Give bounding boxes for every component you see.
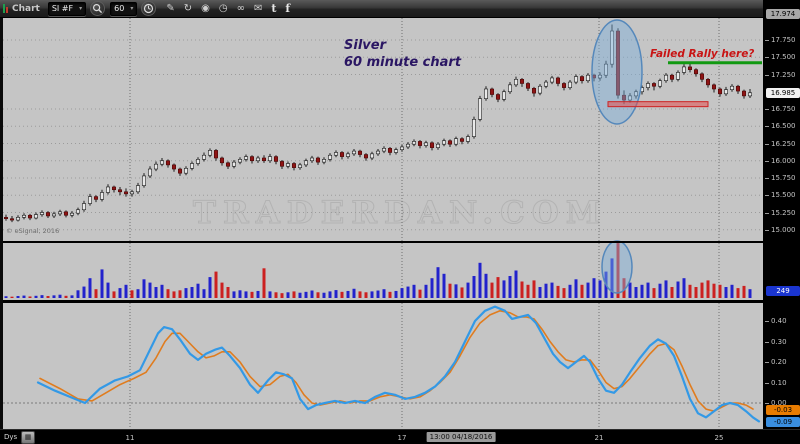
time-axis-label: 25 bbox=[714, 434, 724, 442]
annotation-symbol-title[interactable]: Silver 60 minute chart bbox=[344, 37, 461, 71]
price-axis-label: 16.000 bbox=[765, 156, 796, 165]
price-axis-label: 17.750 bbox=[765, 36, 796, 44]
price-axis-label: 16.250 bbox=[765, 139, 796, 148]
last-volume-box: 249 bbox=[766, 286, 800, 296]
pane-separator[interactable] bbox=[0, 300, 763, 303]
toolbar-icon-group: ✎ ↻ ◉ ◷ ∞ ✉ t f bbox=[166, 1, 291, 15]
price-axis-label: 15.750 bbox=[765, 174, 796, 182]
price-axis-label: 16.750 bbox=[765, 105, 796, 113]
time-unit-icon[interactable]: ▦ bbox=[21, 431, 35, 444]
chevron-down-icon[interactable]: ▾ bbox=[130, 5, 134, 12]
osc-axis-label: 0.20 bbox=[765, 358, 787, 366]
osc-orange-value-box: -0.03 bbox=[766, 405, 800, 416]
annotation-title-line1: Silver bbox=[344, 38, 386, 53]
window-title: Chart bbox=[12, 3, 40, 14]
interval-input[interactable]: 60 ▾ bbox=[110, 1, 138, 16]
history-icon[interactable]: ◷ bbox=[218, 2, 228, 14]
osc-axis-label: 0.10 bbox=[765, 378, 787, 387]
last-price-box: 16.985 bbox=[766, 87, 800, 98]
osc-axis-label: 0.40 bbox=[765, 317, 787, 325]
symbol-search-button[interactable] bbox=[90, 1, 106, 16]
watermark: TRADERDAN.COM bbox=[192, 195, 608, 232]
link-icon[interactable]: ∞ bbox=[236, 2, 245, 14]
price-axis-label: 15.000 bbox=[765, 225, 796, 234]
record-icon[interactable]: ◉ bbox=[201, 2, 210, 14]
time-axis-label: 17 bbox=[397, 434, 407, 442]
search-icon bbox=[93, 3, 103, 14]
chart-window-icon bbox=[3, 4, 8, 13]
time-template-button[interactable] bbox=[141, 1, 157, 16]
time-axis-label: 21 bbox=[594, 434, 604, 442]
price-axis-label: 17.250 bbox=[765, 70, 796, 79]
price-axis-label: 15.500 bbox=[765, 191, 796, 200]
pencil-icon[interactable]: ✎ bbox=[166, 2, 175, 14]
toolbar: Chart SI #F ▾ 60 ▾ ✎ ↻ ◉ ◷ ∞ ✉ t f bbox=[0, 0, 763, 18]
interval-value: 60 bbox=[114, 4, 125, 13]
price-axis-label: 17.500 bbox=[765, 53, 796, 62]
symbol-value: SI #F bbox=[51, 4, 74, 13]
session-high-box: 17.974 bbox=[766, 9, 800, 19]
price-axis[interactable]: 17.750 17.500 17.250 16.750 16.500 16.250 16.0… bbox=[763, 0, 800, 429]
price-axis-label: 15.250 bbox=[765, 208, 796, 217]
twitter-icon[interactable]: t bbox=[271, 1, 277, 15]
price-axis-label: 16.500 bbox=[765, 122, 796, 131]
time-axis-label: 11 bbox=[125, 434, 135, 442]
time-unit-label: Dys bbox=[4, 433, 18, 441]
chat-icon[interactable]: ✉ bbox=[253, 2, 263, 14]
copyright-label: © eSignal, 2016 bbox=[6, 227, 60, 235]
osc-blue-value-box: -0.09 bbox=[766, 417, 800, 428]
annotation-failed-rally[interactable]: Failed Rally here? bbox=[650, 48, 755, 60]
time-axis[interactable]: Dys ▦ 11 17 21 25 13:00 04/18/2016 bbox=[0, 429, 800, 444]
facebook-icon[interactable]: f bbox=[285, 1, 291, 15]
osc-axis-label: 0.30 bbox=[765, 337, 787, 346]
window-left-border bbox=[0, 17, 3, 429]
osc-axis-label: 0.00 bbox=[765, 399, 787, 407]
clock-icon bbox=[144, 3, 154, 14]
refresh-icon[interactable]: ↻ bbox=[183, 2, 193, 14]
annotation-title-line2: 60 minute chart bbox=[344, 55, 462, 70]
symbol-input[interactable]: SI #F ▾ bbox=[47, 1, 87, 16]
chevron-down-icon[interactable]: ▾ bbox=[79, 5, 83, 12]
cursor-time-box: 13:00 04/18/2016 bbox=[426, 432, 496, 442]
pane-separator[interactable] bbox=[0, 241, 763, 243]
